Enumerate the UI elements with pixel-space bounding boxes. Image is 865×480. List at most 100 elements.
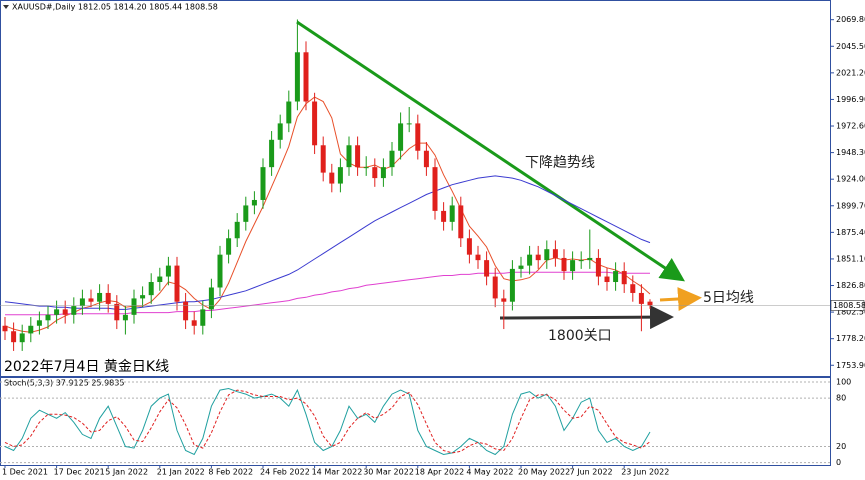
candle-body <box>45 314 51 321</box>
x-tick-label: 5 Jan 2022 <box>105 468 148 477</box>
last-price-box <box>830 300 865 311</box>
candle-body <box>346 145 352 168</box>
x-tick-label: 30 Mar 2022 <box>363 468 414 477</box>
candle-body <box>621 271 627 285</box>
ma-arrow <box>659 287 702 311</box>
candle-body <box>509 268 515 302</box>
candle-body <box>217 254 223 288</box>
candle-body <box>389 150 395 168</box>
y-tick-label: 1948.30 <box>836 148 865 157</box>
stoch-k <box>4 387 651 456</box>
y-tick-label: 1802.50 <box>836 308 865 317</box>
stoch-tick-label: 20 <box>836 442 846 451</box>
candle-body <box>234 221 240 239</box>
candle-body <box>165 265 171 277</box>
candle-body <box>208 287 214 310</box>
candle-body <box>97 292 103 302</box>
stoch-d <box>4 389 651 454</box>
y-tick-label: 1851.10 <box>836 254 865 263</box>
candle-body <box>226 238 232 255</box>
chart-header: XAUUSD#,Daily 1812.05 1814.20 1805.44 18… <box>12 3 218 12</box>
candle-body <box>174 265 180 302</box>
candle-body <box>140 295 146 299</box>
candle-body <box>312 101 318 146</box>
candle-body <box>458 205 464 239</box>
moving-average <box>5 271 650 316</box>
y-tick-label: 2045.50 <box>836 42 865 51</box>
candle-body <box>157 276 163 283</box>
x-tick-label: 20 May 2022 <box>518 468 570 477</box>
candle-body <box>372 167 378 179</box>
candle-body <box>630 284 636 293</box>
candle-body <box>647 301 653 306</box>
stoch-tick-label: 0 <box>836 458 841 467</box>
candle-body <box>36 320 42 326</box>
y-tick-label: 1753.90 <box>836 361 865 370</box>
candle-body <box>286 101 292 124</box>
candle-body <box>380 167 386 179</box>
x-tick-label: 8 Feb 2022 <box>208 468 253 477</box>
x-tick-label: 23 Jun 2022 <box>621 468 669 477</box>
stoch-frame <box>0 377 831 466</box>
candle-body <box>501 298 507 302</box>
x-tick-label: 24 Feb 2022 <box>260 468 310 477</box>
candle-body <box>277 123 283 140</box>
candle-body <box>303 52 309 102</box>
candle-body <box>19 333 25 343</box>
candle-body <box>604 276 610 283</box>
candle-body <box>484 260 490 277</box>
caption: 2022年7月4日 黄金日K线 <box>4 358 169 375</box>
candle-body <box>11 331 17 343</box>
candle-body <box>587 257 593 261</box>
moving-average <box>4 96 651 333</box>
candle-body <box>355 145 361 168</box>
stoch-label: Stoch(5,3,3) 37.9125 25.9835 <box>4 379 124 388</box>
y-tick-label: 2069.80 <box>836 15 865 24</box>
y-tick-label: 1996.90 <box>836 95 865 104</box>
candle-body <box>320 145 326 173</box>
candle-body <box>544 249 550 261</box>
candle-body <box>62 309 68 315</box>
candle-body <box>79 298 85 307</box>
menu-icon <box>3 5 9 9</box>
y-tick-label: 1826.80 <box>836 281 865 290</box>
candle-body <box>475 254 481 261</box>
x-tick-label: 4 May 2022 <box>466 468 513 477</box>
stoch-tick-label: 100 <box>836 378 851 387</box>
y-tick-label: 1899.70 <box>836 201 865 210</box>
candle-body <box>191 320 197 326</box>
candle-body <box>423 150 429 168</box>
main-frame <box>0 0 831 377</box>
candle-body <box>613 271 619 283</box>
candle-body <box>243 205 249 222</box>
candle-body <box>251 199 257 206</box>
moving-average <box>4 175 651 310</box>
last-price-label: 1808.58 <box>833 301 865 310</box>
y-tick-label: 1875.40 <box>836 228 865 237</box>
x-tick-label: 1 Dec 2021 <box>2 468 48 477</box>
candle-body <box>71 306 77 315</box>
candle-body <box>294 52 300 102</box>
trend-label: 下降趋势线 <box>525 155 595 171</box>
candle-body <box>432 167 438 211</box>
candle-body <box>337 167 343 184</box>
candle-body <box>114 303 120 321</box>
candle-body <box>200 309 206 326</box>
candle-body <box>122 314 128 321</box>
candle-body <box>329 172 335 184</box>
ma-label: 5日均线 <box>703 290 754 306</box>
candle-body <box>28 325 34 334</box>
candle-body <box>527 254 533 266</box>
candle-body <box>105 292 111 304</box>
candle-body <box>561 257 567 272</box>
candle-body <box>269 139 275 168</box>
stoch-tick-label: 80 <box>836 394 846 403</box>
candle-body <box>441 210 447 222</box>
y-tick-label: 2021.20 <box>836 68 865 77</box>
candle-body <box>88 298 94 302</box>
candle-body <box>183 301 189 321</box>
candle-body <box>260 167 266 200</box>
candle-body <box>466 238 472 255</box>
